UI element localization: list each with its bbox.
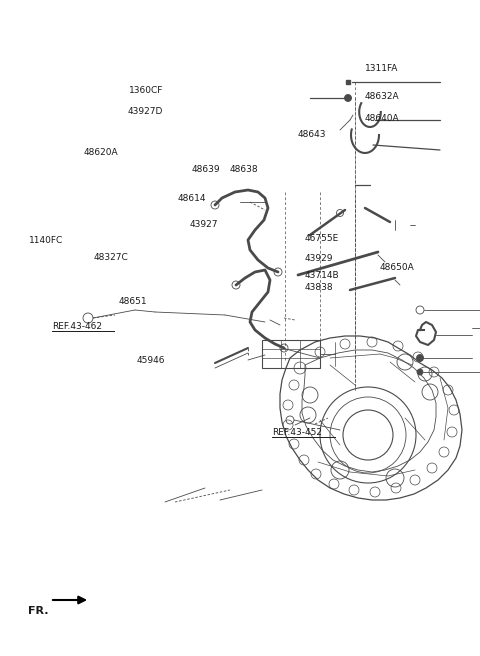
- Text: 48638: 48638: [229, 165, 258, 174]
- Text: 1360CF: 1360CF: [129, 86, 163, 95]
- Text: 48620A: 48620A: [84, 148, 119, 157]
- Text: FR.: FR.: [28, 606, 48, 617]
- Circle shape: [417, 369, 423, 375]
- Text: REF.43-452: REF.43-452: [272, 428, 322, 438]
- Text: 48651: 48651: [119, 297, 148, 306]
- Text: 43927: 43927: [190, 220, 218, 229]
- Circle shape: [345, 94, 351, 102]
- Text: 43927D: 43927D: [128, 107, 163, 116]
- Text: REF.43-462: REF.43-462: [52, 322, 102, 331]
- Text: 1311FA: 1311FA: [365, 64, 398, 73]
- Text: 1140FC: 1140FC: [29, 236, 63, 245]
- Text: 48643: 48643: [298, 130, 326, 139]
- Text: 46755E: 46755E: [305, 234, 339, 243]
- Bar: [262, 340, 320, 368]
- Text: 45946: 45946: [137, 356, 165, 365]
- Text: 43714B: 43714B: [305, 271, 339, 280]
- Text: 43929: 43929: [305, 254, 333, 263]
- Text: 48614: 48614: [178, 194, 206, 203]
- Circle shape: [417, 354, 423, 361]
- Text: 48327C: 48327C: [94, 253, 128, 262]
- Bar: [346, 80, 350, 84]
- Text: 43838: 43838: [305, 283, 334, 292]
- Text: 48640A: 48640A: [365, 113, 399, 123]
- Text: 48639: 48639: [192, 165, 221, 174]
- Text: 48650A: 48650A: [379, 263, 414, 272]
- Text: 48632A: 48632A: [365, 92, 399, 101]
